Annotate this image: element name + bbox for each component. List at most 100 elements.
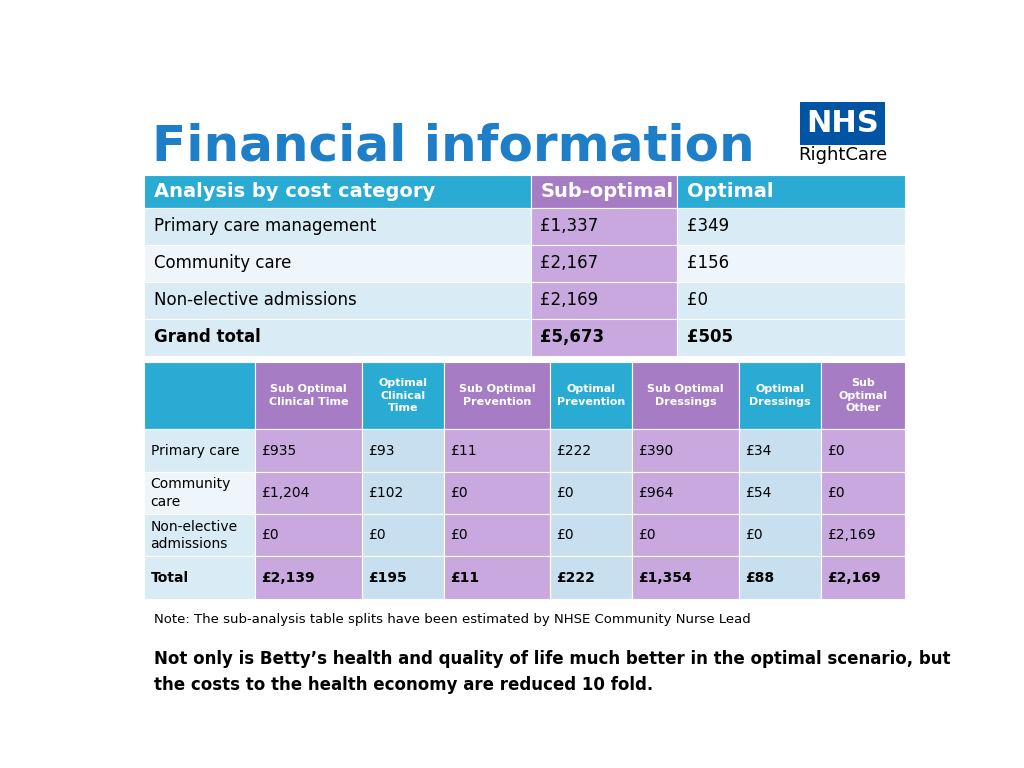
Bar (821, 429, 905, 472)
Text: Not only is Betty’s health and quality of life much better in the optimal scenar: Not only is Betty’s health and quality o… (154, 650, 950, 694)
Bar (550, 514, 632, 557)
Bar (361, 472, 443, 514)
Bar (361, 514, 443, 557)
Text: £935: £935 (261, 444, 297, 458)
Bar (443, 472, 550, 514)
Text: £11: £11 (450, 444, 476, 458)
Bar (632, 514, 738, 557)
Bar (443, 429, 550, 472)
Bar (550, 557, 632, 599)
Text: Primary care: Primary care (151, 444, 239, 458)
Bar (632, 557, 738, 599)
Text: £11: £11 (450, 571, 479, 584)
Text: £0: £0 (261, 528, 279, 542)
Text: Primary care management: Primary care management (154, 217, 376, 235)
Bar (531, 319, 677, 356)
Bar (632, 429, 738, 472)
Text: Community
care: Community care (151, 477, 231, 508)
Text: £195: £195 (368, 571, 407, 584)
Bar (531, 245, 677, 282)
Bar (821, 557, 905, 599)
Text: Sub
Optimal
Other: Sub Optimal Other (839, 378, 888, 413)
Bar (738, 429, 821, 472)
Text: £2,139: £2,139 (261, 571, 314, 584)
Text: £0: £0 (638, 528, 656, 542)
Bar (821, 362, 905, 429)
Text: Grand total: Grand total (154, 328, 260, 346)
Bar (738, 557, 821, 599)
Text: £0: £0 (556, 528, 574, 542)
Text: £0: £0 (556, 486, 574, 500)
Text: Optimal
Dressings: Optimal Dressings (749, 384, 811, 407)
Text: £2,169: £2,169 (541, 291, 598, 309)
Text: Optimal: Optimal (686, 182, 773, 201)
Text: Analysis by cost category: Analysis by cost category (154, 182, 435, 201)
Text: NHS: NHS (807, 109, 880, 137)
Text: Sub Optimal
Clinical Time: Sub Optimal Clinical Time (268, 384, 348, 407)
Text: Non-elective
admissions: Non-elective admissions (151, 520, 238, 551)
Bar (531, 207, 677, 245)
Text: £349: £349 (686, 217, 729, 235)
Bar (144, 319, 531, 356)
Bar (677, 175, 905, 207)
Text: £5,673: £5,673 (541, 328, 604, 346)
Text: £0: £0 (827, 444, 845, 458)
Bar (361, 557, 443, 599)
Bar (255, 472, 361, 514)
Text: £222: £222 (556, 571, 595, 584)
Bar (443, 557, 550, 599)
Bar (361, 362, 443, 429)
Text: £1,354: £1,354 (638, 571, 692, 584)
Bar (632, 362, 738, 429)
Text: £964: £964 (638, 486, 674, 500)
Bar (531, 282, 677, 319)
Bar (361, 429, 443, 472)
Text: £0: £0 (450, 528, 467, 542)
Bar (255, 429, 361, 472)
Text: £102: £102 (368, 486, 403, 500)
Bar (255, 362, 361, 429)
Bar (255, 514, 361, 557)
Bar (144, 429, 255, 472)
Text: £0: £0 (368, 528, 385, 542)
Bar (443, 514, 550, 557)
Text: £34: £34 (744, 444, 771, 458)
Bar (144, 362, 255, 429)
Text: £93: £93 (368, 444, 394, 458)
Text: Financial information: Financial information (153, 122, 755, 170)
Text: £0: £0 (827, 486, 845, 500)
Bar (550, 472, 632, 514)
Bar (144, 557, 255, 599)
Text: £156: £156 (686, 254, 729, 272)
Text: Sub Optimal
Dressings: Sub Optimal Dressings (647, 384, 724, 407)
Bar (144, 514, 255, 557)
Bar (738, 514, 821, 557)
Text: RightCare: RightCare (798, 146, 888, 164)
Bar (144, 472, 255, 514)
Text: Sub Optimal
Prevention: Sub Optimal Prevention (459, 384, 536, 407)
Bar (677, 319, 905, 356)
Bar (738, 362, 821, 429)
Text: £1,204: £1,204 (261, 486, 309, 500)
Bar (550, 362, 632, 429)
Bar (255, 557, 361, 599)
Bar (550, 429, 632, 472)
Text: Note: The sub-analysis table splits have been estimated by NHSE Community Nurse : Note: The sub-analysis table splits have… (154, 613, 751, 626)
Text: £2,169: £2,169 (827, 571, 881, 584)
Text: Total: Total (151, 571, 188, 584)
Text: £0: £0 (744, 528, 763, 542)
Text: Optimal
Clinical
Time: Optimal Clinical Time (378, 378, 427, 413)
Text: £0: £0 (450, 486, 467, 500)
Text: Sub-optimal: Sub-optimal (541, 182, 674, 201)
Text: Non-elective admissions: Non-elective admissions (154, 291, 356, 309)
Bar (821, 472, 905, 514)
Text: £390: £390 (638, 444, 674, 458)
Bar (821, 514, 905, 557)
Text: £2,167: £2,167 (541, 254, 598, 272)
Bar (144, 175, 531, 207)
Bar (801, 102, 885, 144)
Bar (677, 207, 905, 245)
Bar (738, 472, 821, 514)
Text: £54: £54 (744, 486, 771, 500)
Bar (677, 245, 905, 282)
